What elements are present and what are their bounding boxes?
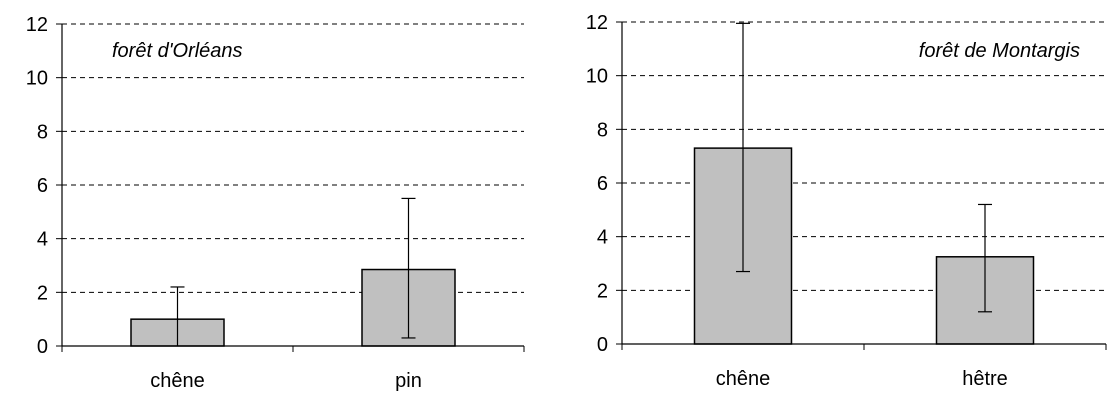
chart-annotation: forêt d'Orléans xyxy=(112,40,243,62)
y-tick-label: 8 xyxy=(37,121,48,143)
y-tick-label: 6 xyxy=(37,175,48,197)
x-tick-label-hêtre: hêtre xyxy=(962,368,1008,390)
y-tick-label: 10 xyxy=(586,66,608,88)
chart-panel-1: 0 2 4 6 8 10 12 chêne pin forêt d'Orléans xyxy=(26,14,525,392)
y-tick-label: 10 xyxy=(26,68,48,90)
y-tick-label: 4 xyxy=(37,229,48,251)
y-tick-label: 6 xyxy=(597,173,608,195)
y-tick-label: 4 xyxy=(597,227,608,249)
y-tick-label: 12 xyxy=(586,12,608,34)
chart-annotation: forêt de Montargis xyxy=(919,40,1080,62)
x-tick-label-chêne: chêne xyxy=(716,368,771,390)
y-tick-label: 2 xyxy=(597,280,608,302)
y-tick-label: 0 xyxy=(37,336,48,358)
y-tick-label: 2 xyxy=(37,282,48,304)
y-tick-label: 12 xyxy=(26,14,48,36)
x-tick-label-chêne: chêne xyxy=(150,370,205,392)
y-tick-label: 0 xyxy=(597,334,608,356)
chart-panel-2: 0 2 4 6 8 10 12 chêne hêtre forêt de Montargis xyxy=(586,12,1107,390)
y-tick-label: 8 xyxy=(597,119,608,141)
x-tick-label-pin: pin xyxy=(395,370,422,392)
